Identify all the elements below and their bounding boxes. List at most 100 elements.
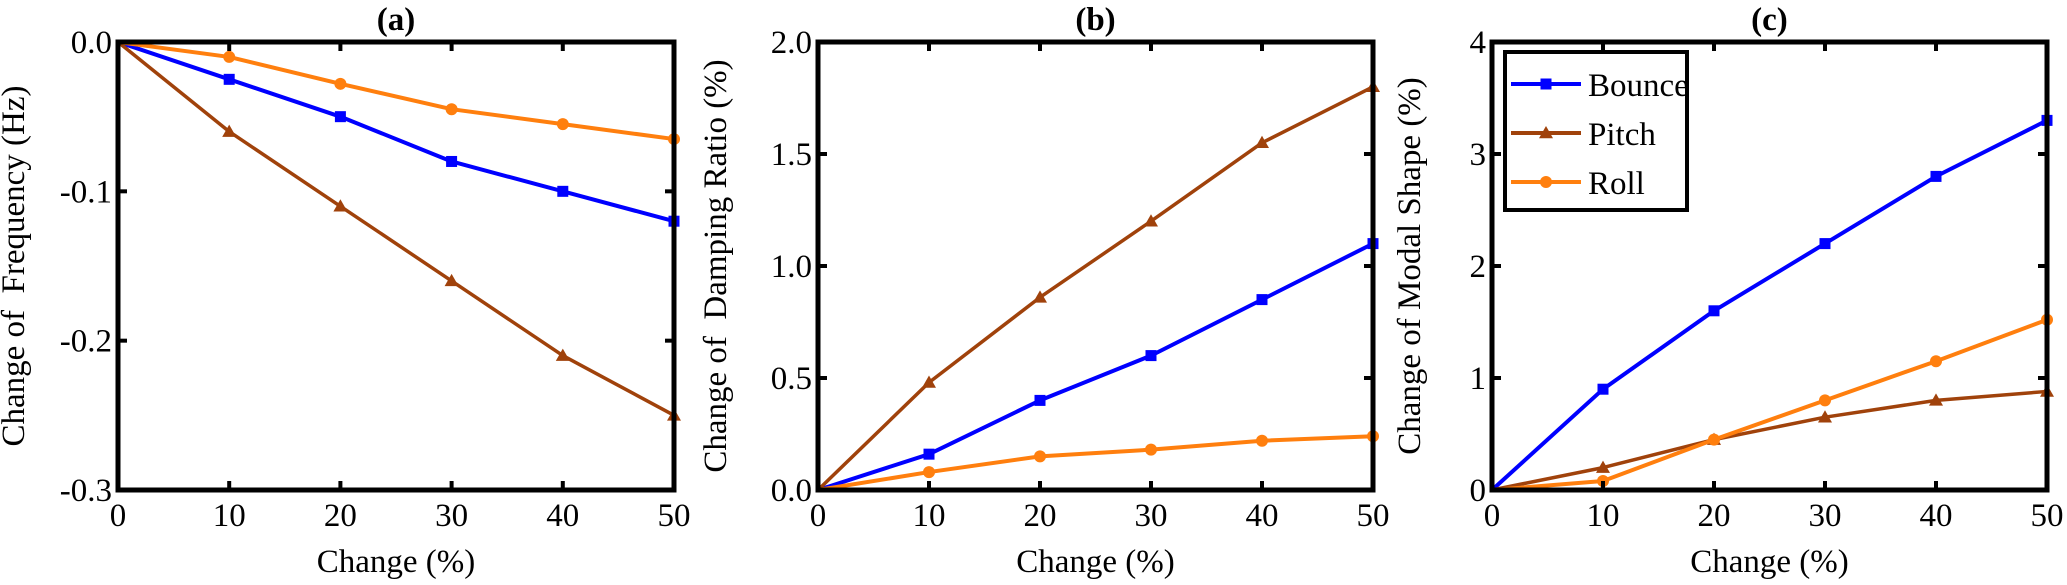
y-tick-label: -0.1 — [60, 174, 112, 210]
x-tick-label: 0 — [110, 498, 127, 534]
x-tick-label: 0 — [810, 498, 827, 534]
data-point-pitch — [1596, 460, 1610, 473]
x-tick-label: 30 — [1135, 498, 1168, 534]
series-line-pitch — [116, 40, 675, 417]
series-bounce — [117, 40, 680, 227]
x-tick-label: 50 — [2031, 498, 2064, 534]
data-point-pitch — [1818, 410, 1832, 423]
data-point-bounce — [1256, 294, 1268, 306]
x-tick-label: 50 — [658, 498, 691, 534]
legend-marker-pitch — [1539, 126, 1553, 139]
data-point-pitch — [333, 199, 348, 212]
chart-panel-a: (a) 0 10 20 30 40 50 0.0 -0.1 -0.2 -0.3 Change (%) C… — [0, 2, 691, 580]
x-tick-label: 10 — [213, 498, 246, 534]
data-point-roll — [334, 77, 347, 90]
data-point-pitch — [1033, 290, 1047, 303]
legend-label: Pitch — [1588, 117, 1656, 153]
data-point-bounce — [1034, 394, 1046, 406]
chart-panel-b: (b) 0 10 20 30 40 50 0.0 0.5 1.0 1.5 2.0 Change (%) C… — [698, 2, 1390, 580]
data-point-roll — [223, 50, 236, 63]
data-point-bounce — [1819, 238, 1831, 250]
series-roll — [1491, 313, 2053, 492]
y-tick-label: 1.5 — [771, 137, 812, 173]
x-tick-label: 10 — [1587, 498, 1620, 534]
data-point-roll — [556, 118, 569, 131]
data-point-bounce — [923, 448, 935, 460]
y-tick-label: 2.0 — [771, 25, 812, 61]
data-point-pitch — [1144, 214, 1158, 227]
x-tick-label: 40 — [1920, 498, 1953, 534]
data-point-bounce — [446, 155, 458, 167]
data-point-roll — [1034, 450, 1046, 463]
data-point-pitch — [222, 124, 237, 137]
legend-entry-bounce: Bounce — [1511, 68, 1689, 104]
series-line-roll — [1491, 317, 2048, 492]
series-line-pitch — [816, 85, 1374, 492]
x-tick-label: 20 — [1024, 498, 1057, 534]
series-pitch — [816, 79, 1380, 492]
chart-title: (b) — [1075, 2, 1115, 38]
data-point-bounce — [334, 111, 346, 123]
data-point-pitch — [1255, 135, 1269, 149]
data-point-roll — [1930, 355, 1942, 368]
x-tick-label: 20 — [324, 498, 357, 534]
data-point-bounce — [1145, 350, 1157, 362]
series-line-roll — [117, 40, 675, 142]
x-tick-label: 30 — [435, 498, 468, 534]
legend: Bounce Pitch Roll — [1503, 50, 1689, 212]
series-line-bounce — [817, 241, 1374, 492]
chart-title: (c) — [1751, 2, 1788, 38]
x-tick-label: 30 — [1809, 498, 1842, 534]
y-tick-label: 3 — [1470, 137, 1487, 173]
data-point-bounce — [223, 73, 235, 85]
x-tick-label: 10 — [913, 498, 946, 534]
data-point-pitch — [1929, 393, 1943, 406]
series-line-bounce — [1490, 118, 2048, 492]
data-point-roll — [1256, 434, 1268, 447]
data-point-roll — [1708, 433, 1720, 446]
data-point-roll — [923, 466, 935, 479]
y-tick-label: 4 — [1470, 25, 1487, 61]
x-axis-label: Change (%) — [1016, 544, 1175, 580]
series-line-pitch — [1491, 389, 2048, 492]
legend-label: Roll — [1588, 166, 1645, 202]
chart-panel-c: (c) 0 10 20 30 40 50 0 1 2 3 4 Change (%) Change of M… — [1392, 2, 2064, 580]
data-point-bounce — [1708, 305, 1720, 317]
data-point-pitch — [444, 273, 459, 287]
legend-marker-bounce — [1540, 78, 1552, 90]
data-point-roll — [445, 103, 458, 116]
y-tick-label: 1.0 — [771, 249, 812, 285]
chart-title: (a) — [377, 2, 415, 38]
y-axis-label: Change of Damping Ratio (%) — [698, 59, 734, 472]
y-tick-label: 0.5 — [771, 361, 812, 397]
y-axis-label: Change of Modal Shape (%) — [1392, 77, 1428, 455]
y-axis-label: Change of Frequency (Hz) — [0, 85, 32, 446]
series-line-bounce — [117, 40, 675, 224]
x-tick-label: 40 — [1246, 498, 1279, 534]
data-point-pitch — [922, 375, 936, 388]
data-point-bounce — [557, 185, 569, 197]
data-point-bounce — [1930, 170, 1942, 182]
legend-entry-pitch: Pitch — [1511, 117, 1656, 153]
data-point-roll — [1819, 394, 1831, 407]
legend-entry-roll: Roll — [1511, 166, 1645, 202]
series-pitch — [1491, 384, 2054, 492]
y-tick-label: 0.0 — [71, 25, 112, 61]
x-tick-label: 0 — [1484, 498, 1501, 534]
x-tick-label: 50 — [1357, 498, 1390, 534]
x-axis-label: Change (%) — [317, 544, 476, 580]
series-line-roll — [817, 434, 1374, 492]
data-point-bounce — [1597, 383, 1609, 395]
plot-frame — [115, 39, 677, 493]
y-tick-label: 0 — [1470, 473, 1487, 509]
x-tick-label: 40 — [546, 498, 579, 534]
y-tick-label: -0.2 — [60, 324, 112, 360]
data-point-roll — [1145, 443, 1157, 456]
y-tick-label: 1 — [1470, 361, 1487, 397]
y-tick-label: -0.3 — [60, 473, 112, 509]
series-roll — [117, 40, 680, 146]
x-axis-label: Change (%) — [1690, 544, 1849, 580]
data-point-pitch — [555, 348, 570, 361]
plot-frame — [815, 39, 1376, 493]
x-tick-label: 20 — [1698, 498, 1731, 534]
